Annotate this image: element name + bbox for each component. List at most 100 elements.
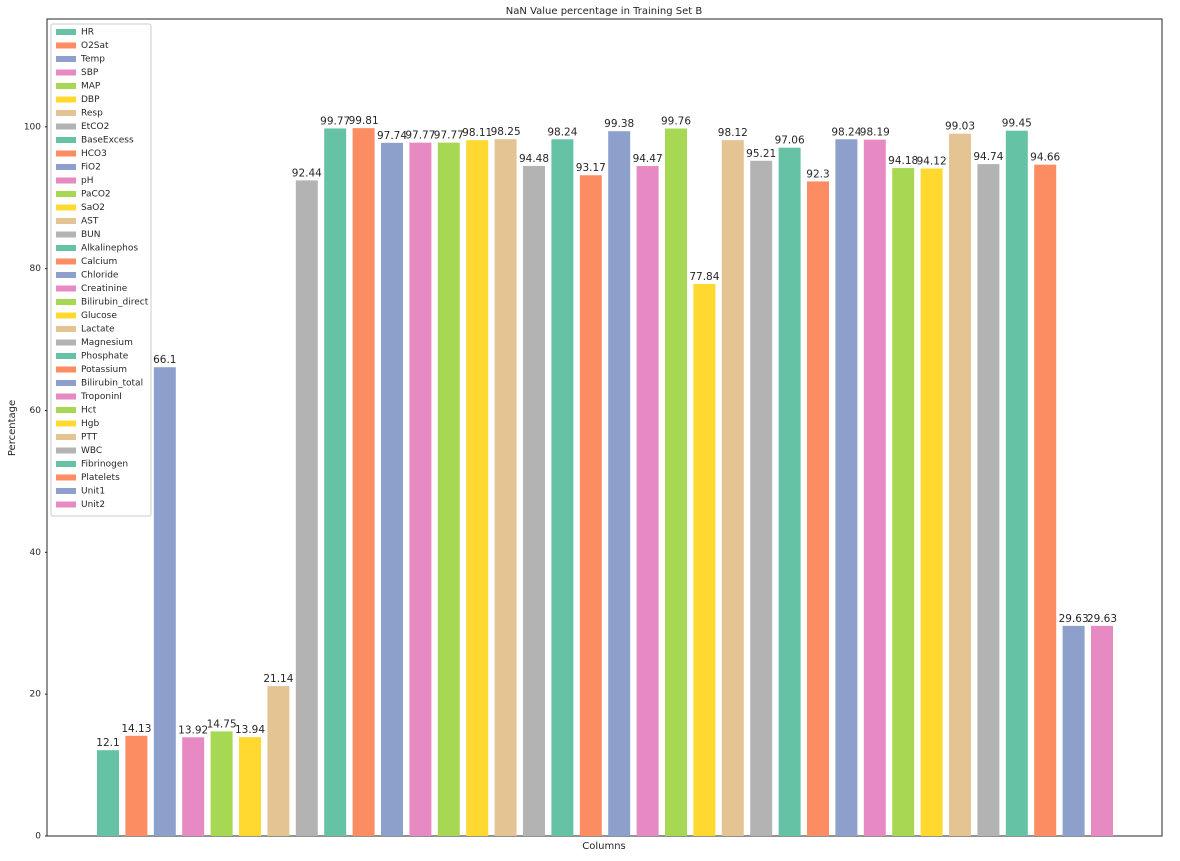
legend-swatch [56,191,76,197]
legend-box [50,23,152,517]
legend-swatch [56,164,76,170]
value-label: 94.66 [1030,152,1060,164]
value-label: 98.19 [860,127,890,139]
value-label: 92.44 [292,167,322,179]
bar [523,165,545,836]
legend-label: pH [81,176,93,186]
legend-swatch [56,272,76,278]
value-label: 99.45 [1002,118,1032,130]
bar [466,140,489,836]
bar [1062,625,1085,836]
legend-label: Creatinine [81,284,128,294]
bar [977,164,1000,836]
legend-label: Bilirubin_total [81,379,143,389]
value-label: 94.18 [888,155,918,167]
legend-label: Calcium [81,257,117,267]
value-label: 98.24 [831,126,861,138]
legend-label: PTT [81,433,98,443]
bar [863,139,886,837]
legend-swatch [56,407,76,413]
value-label: 97.06 [775,135,805,147]
legend-label: Hct [81,406,97,416]
legend-label: HCO3 [81,149,107,159]
legend-label: BaseExcess [81,136,134,146]
y-tick-label: 60 [30,406,42,416]
legend-swatch [56,83,76,89]
value-label: 99.03 [945,121,975,133]
legend-swatch [56,42,76,49]
legend-label: SaO2 [81,203,105,213]
bar [494,139,517,836]
value-label: 13.92 [178,724,208,736]
legend-label: Hgb [81,419,99,429]
legend-label: Resp [81,109,103,119]
legend-swatch [56,150,76,157]
legend-label: O2Sat [81,41,109,51]
legend-swatch [56,299,76,305]
bar [409,142,432,837]
legend-swatch [56,69,76,76]
bar [1091,625,1113,836]
value-label: 94.74 [973,151,1003,163]
legend-swatch [56,326,76,332]
bar [750,160,773,837]
bar [835,139,858,837]
legend-swatch [56,461,76,467]
value-label: 77.84 [689,271,719,283]
bar [210,731,233,836]
bar [920,168,943,837]
y-axis-label: Percentage [7,400,18,456]
legend-swatch [56,177,76,184]
legend-label: MAP [81,82,101,92]
legend-swatch [56,366,76,373]
bar [949,133,971,837]
legend-label: Alkalinephos [81,244,138,254]
value-label: 99.81 [349,115,379,127]
legend-swatch [56,501,76,508]
bar [579,175,602,836]
bar [381,142,403,837]
value-label: 97.74 [377,130,407,142]
y-tick-label: 40 [30,548,42,558]
value-label: 29.63 [1059,613,1089,625]
legend-swatch [56,420,76,427]
legend-swatch [56,123,76,130]
y-tick-label: 0 [35,832,41,842]
y-tick-label: 20 [30,690,42,700]
legend-swatch [56,245,76,251]
bar [693,283,716,836]
legend-label: Unit2 [81,500,105,510]
value-label: 98.11 [462,127,492,139]
legend-swatch [56,447,76,454]
legend-label: Unit1 [81,487,105,497]
value-label: 29.63 [1087,613,1117,625]
bar [295,180,318,836]
legend-label: WBC [81,446,102,456]
y-tick-label: 80 [30,264,42,274]
bar [778,147,801,836]
bar [97,750,119,836]
legend-label: HR [81,28,94,38]
value-label: 94.12 [917,155,947,167]
legend-swatch [56,231,76,238]
plot-frame [46,18,1163,837]
value-label: 98.24 [547,126,577,138]
value-label: 92.3 [806,168,829,180]
bar [125,735,148,836]
bar [239,737,261,836]
bar [551,139,574,837]
bar [267,686,290,836]
legend-label: Fibrinogen [81,460,128,470]
y-tick-label: 100 [24,122,41,132]
legend-swatch [56,56,76,62]
legend-swatch [56,312,76,319]
value-label: 12.1 [96,737,119,749]
bar [324,128,347,836]
legend-label: SBP [81,68,99,78]
legend-swatch [56,474,76,481]
bar [1034,164,1057,836]
bar [352,128,375,836]
bar [1005,130,1028,836]
bar [153,367,176,836]
